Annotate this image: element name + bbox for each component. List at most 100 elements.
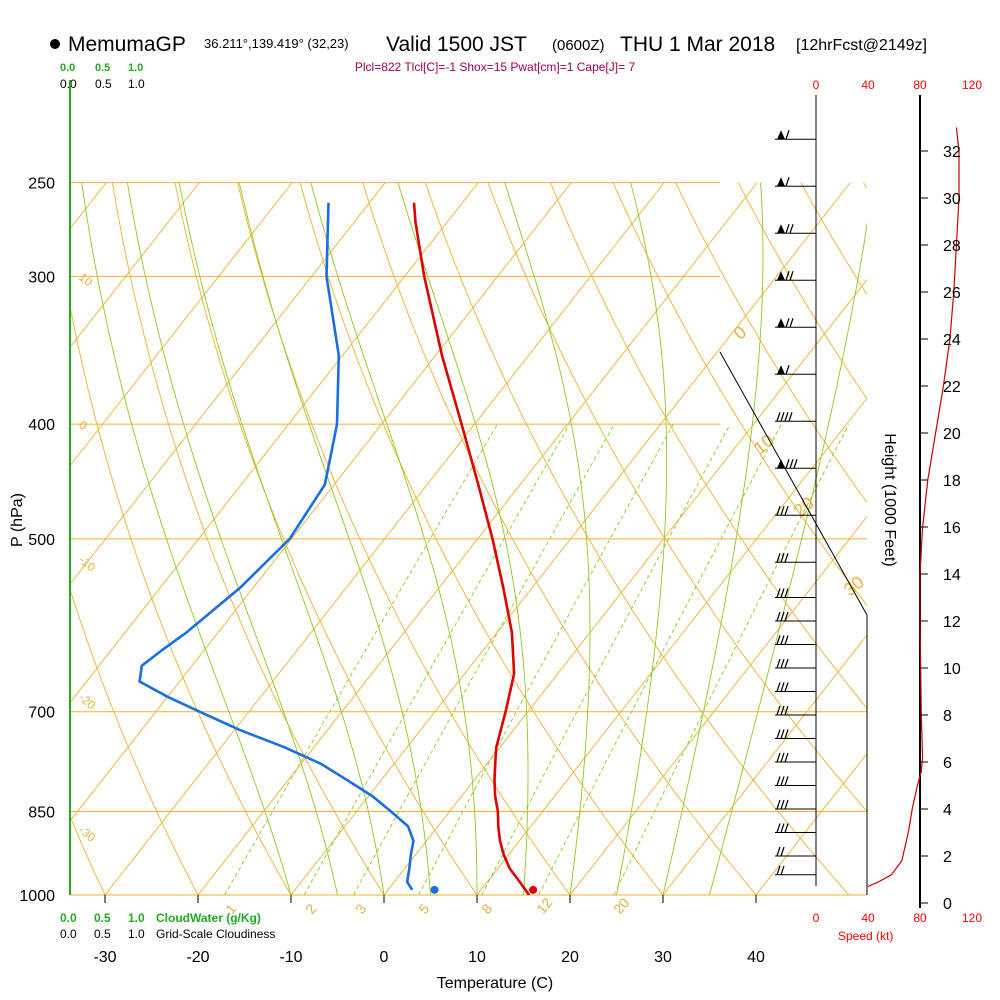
wind-barb-feather bbox=[784, 729, 789, 739]
mixing-ratio-line bbox=[481, 423, 731, 895]
dry-adiabat-label: -30 bbox=[76, 823, 99, 845]
height-tick-label: 2 bbox=[943, 849, 952, 866]
moist-adiabat-line bbox=[504, 182, 591, 895]
speed-tick-bottom: 40 bbox=[861, 911, 875, 925]
wind-barb-feather bbox=[776, 799, 781, 810]
wind-barb bbox=[775, 705, 816, 716]
wind-barb bbox=[775, 799, 816, 810]
dry-adiabat-line bbox=[487, 182, 867, 813]
adiabat-label: 30 bbox=[840, 572, 868, 600]
pressure-axis: 250 300 400 500 700 850 1000 bbox=[19, 176, 55, 905]
pressure-tick-label: 300 bbox=[28, 269, 55, 286]
wind-barb-feather bbox=[780, 658, 785, 669]
wind-barb-feather bbox=[776, 553, 781, 563]
wind-barb bbox=[775, 729, 816, 739]
dry-adiabat-line bbox=[362, 182, 757, 895]
wind-barb bbox=[775, 611, 816, 622]
height-tick-label: 26 bbox=[943, 285, 961, 302]
wind-barb bbox=[775, 658, 816, 669]
wind-barb-feather bbox=[784, 635, 789, 645]
wind-barb bbox=[775, 846, 816, 857]
height-tick-label: 12 bbox=[943, 614, 961, 631]
dry-adiabat-line bbox=[299, 182, 664, 895]
wind-barb bbox=[775, 271, 816, 281]
wind-barb-feather bbox=[776, 865, 781, 875]
wind-barb-feather bbox=[780, 553, 785, 563]
temperature-tick-label: -30 bbox=[93, 949, 116, 966]
wind-barb-feather bbox=[780, 506, 785, 516]
temperature-tick-label: 30 bbox=[654, 949, 672, 966]
moist-adiabat-line bbox=[126, 182, 338, 895]
wind-barb-feather bbox=[785, 130, 790, 140]
moist-adiabat-line bbox=[238, 182, 431, 895]
height-axis-label: Height (1000 Feet) bbox=[881, 433, 898, 566]
wind-barb bbox=[775, 506, 816, 516]
cloud-tick-top: 0.0 bbox=[60, 62, 75, 74]
wind-barbs bbox=[775, 130, 816, 876]
speed-tick-top: 0 bbox=[813, 78, 820, 92]
wind-barb-flag bbox=[777, 459, 785, 469]
wind-barb bbox=[775, 823, 816, 833]
wind-barb bbox=[775, 412, 816, 422]
moist-adiabat-line bbox=[662, 182, 764, 895]
wind-barb-feather bbox=[784, 611, 789, 622]
wind-barb-feather bbox=[784, 799, 789, 810]
wind-speed-profile-line bbox=[867, 127, 960, 888]
dry-adiabat-line bbox=[675, 182, 867, 504]
wind-barb-flag bbox=[777, 318, 785, 328]
cloud-tick-top: 1.0 bbox=[128, 62, 143, 74]
wind-barb bbox=[775, 553, 816, 563]
cloud-tick-bottom: 0.5 bbox=[94, 911, 111, 925]
height-tick-label: 22 bbox=[943, 379, 961, 396]
dry-adiabat-label: 10 bbox=[76, 270, 95, 290]
cloudiness-tick-bottom: 1.0 bbox=[128, 927, 145, 941]
height-tick-label: 28 bbox=[943, 238, 961, 255]
height-tick-label: 32 bbox=[943, 144, 961, 161]
cloud-scale-bottom: 0.0 0.5 1.0 CloudWater (g/Kg) 0.0 0.5 1.… bbox=[60, 911, 275, 941]
dry-adiabat-label: 0 bbox=[76, 418, 90, 433]
pressure-tick-label: 1000 bbox=[19, 888, 55, 905]
wind-barb-feather bbox=[784, 776, 789, 786]
dry-adiabat-line bbox=[70, 587, 199, 895]
wind-barb-feather bbox=[776, 658, 781, 669]
wind-barb-feather bbox=[776, 682, 781, 692]
wind-barb-feather bbox=[776, 729, 781, 739]
cloudiness-tick-top: 1.0 bbox=[128, 77, 145, 91]
mixing-ratio-line bbox=[538, 423, 782, 895]
wind-barb-feather bbox=[780, 705, 785, 716]
y-axis-label: P (hPa) bbox=[9, 493, 26, 547]
wind-barb-feather bbox=[785, 365, 790, 375]
speed-tick-bottom: 120 bbox=[962, 911, 982, 925]
wind-barb bbox=[775, 776, 816, 786]
wind-barb-feather bbox=[780, 752, 785, 763]
wind-barb-feather bbox=[789, 224, 794, 234]
wind-barb bbox=[775, 365, 816, 375]
wind-barb-feather bbox=[776, 823, 781, 833]
adiabat-label: 10 bbox=[750, 430, 778, 458]
dry-adiabat-line bbox=[174, 182, 478, 895]
dewpoint-profile-line bbox=[138, 202, 415, 891]
x-axis-label: Temperature (C) bbox=[437, 975, 553, 992]
isotherm-line bbox=[70, 182, 200, 348]
wind-barb-flag bbox=[777, 271, 785, 281]
wind-barb-feather bbox=[784, 553, 789, 563]
speed-tick-bottom: 0 bbox=[813, 911, 820, 925]
height-tick-label: 20 bbox=[943, 426, 961, 443]
wind-barb-flag bbox=[777, 365, 785, 375]
mixing-ratio-line bbox=[613, 423, 850, 895]
wind-barb-feather bbox=[780, 865, 785, 875]
wind-barb-feather bbox=[776, 635, 781, 645]
forecast-run: [12hrFcst@2149z] bbox=[796, 37, 927, 54]
forecast-date: THU 1 Mar 2018 bbox=[620, 33, 775, 56]
dry-adiabat-line bbox=[70, 303, 292, 895]
wind-barb-feather bbox=[780, 823, 785, 833]
wind-barb-feather bbox=[785, 177, 790, 187]
temperature-tick-label: -10 bbox=[279, 949, 302, 966]
stability-indices: Plcl=822 Tlcl[C]=-1 Shox=15 Pwat[cm]=1 C… bbox=[355, 60, 636, 74]
height-tick-label: 10 bbox=[943, 661, 961, 678]
wind-barb bbox=[775, 459, 816, 469]
utc-time: (0600Z) bbox=[552, 37, 605, 54]
dry-adiabat-line bbox=[989, 183, 1000, 895]
wind-barb-flag bbox=[777, 177, 785, 187]
